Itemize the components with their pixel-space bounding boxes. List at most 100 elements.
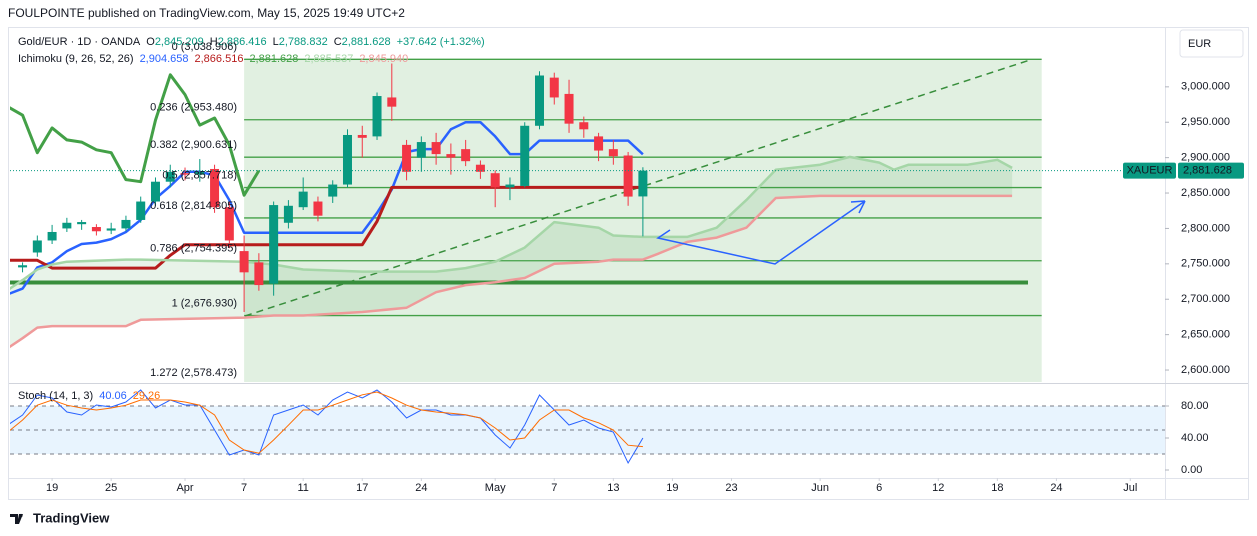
candle-body [106, 228, 116, 231]
candle-body [416, 142, 426, 158]
last-price-label: 2,881.628 [1183, 165, 1232, 177]
fib-level-label: 0.5 (2,857.718) [162, 169, 237, 181]
ichimoku-line [10, 73, 261, 197]
candle-body [32, 240, 42, 253]
x-tick-label: 18 [991, 482, 1003, 494]
projection-arrow [656, 200, 866, 265]
candle-body [638, 170, 648, 197]
x-tick-label: 17 [356, 482, 368, 494]
x-tick-label: 6 [876, 482, 882, 494]
fib-level-label: 1.272 (2,578.473) [150, 367, 237, 379]
x-tick-label: Apr [176, 482, 193, 494]
ichimoku-cloud [10, 156, 1013, 347]
symbol-tag: XAUEUR [1127, 165, 1173, 177]
x-tick-label: 11 [297, 482, 308, 494]
indicator-value: 40.06 [99, 390, 127, 402]
candle-body [446, 154, 456, 158]
candle-body [62, 222, 72, 229]
y-tick-label: 0.00 [1181, 464, 1202, 476]
candle-body [150, 181, 160, 202]
fib-level-label: 0.236 (2,953.480) [150, 102, 237, 114]
ohlc-value: 2,886.416 [218, 36, 267, 48]
candle-body [357, 134, 367, 138]
currency-label: EUR [1188, 38, 1211, 50]
ohlc-value: 2,845.209 [155, 36, 204, 48]
ichimoku-line [10, 120, 644, 295]
fib-level-label: 0 (3,038.906) [172, 41, 237, 53]
y-tick-label: 40.00 [1181, 432, 1209, 444]
candle-body [608, 149, 618, 157]
ohlc-key: H [210, 36, 218, 48]
candle-body [564, 93, 574, 124]
stoch-pane [10, 389, 1165, 465]
footer: TradingView [10, 510, 110, 525]
candle-body [475, 164, 485, 172]
candle-body [594, 136, 604, 151]
brand-logo [10, 514, 23, 524]
arrow-path [656, 200, 866, 265]
x-tick-label: May [485, 482, 506, 494]
candle-body [210, 168, 220, 208]
candle-body [136, 201, 146, 220]
candle-body [254, 262, 264, 286]
currency-button[interactable] [1179, 29, 1244, 58]
candle-body [180, 173, 190, 175]
x-tick-label: 19 [666, 482, 678, 494]
candle-body [77, 222, 87, 225]
candle-body [224, 207, 234, 241]
x-tick-label: Jun [811, 482, 829, 494]
fib-level-label: 0.786 (2,754.395) [150, 243, 237, 255]
last-price-box [1178, 162, 1244, 179]
candle-body [239, 251, 249, 273]
y-tick-label: 2,750.000 [1181, 258, 1230, 270]
ichimoku-legend: Ichimoku (9, 26, 52, 26) 2,904.658 2,866.5… [18, 53, 408, 65]
x-tick-label: 19 [46, 482, 58, 494]
x-tick-label: 24 [415, 482, 427, 494]
fib-level-label: 1 (2,676.930) [172, 297, 237, 309]
x-tick-label: 23 [725, 482, 737, 494]
ohlc-value: 2,788.832 [279, 36, 328, 48]
ohlc-key: L [273, 36, 279, 48]
x-tick-label: 12 [932, 482, 944, 494]
brand-name: TradingView [33, 510, 110, 525]
ohlc-value: 2,881.628 [342, 36, 391, 48]
x-tick-label: 7 [551, 482, 557, 494]
y-tick-label: 2,700.000 [1181, 293, 1230, 305]
ichimoku-line [10, 155, 1013, 291]
candle-body [387, 97, 397, 107]
indicator-value: 2,885.537 [304, 53, 353, 65]
chart-frame [8, 27, 1249, 500]
indicator-value: 29.26 [133, 390, 161, 402]
ohlc-key: O [146, 36, 155, 48]
candle-body [461, 149, 471, 162]
x-tick-label: 7 [241, 482, 247, 494]
candle-body [121, 219, 131, 229]
price-pane-front [10, 63, 1165, 349]
candle-body [534, 75, 544, 126]
candle-body [313, 201, 323, 216]
candle-body [269, 205, 279, 284]
brand-logo-dot [19, 513, 23, 518]
candle-body [91, 227, 101, 232]
legends: Gold/EUR · 1D · OANDA O2,845.209 H2,886.41… [18, 36, 485, 402]
candle-body [505, 184, 515, 188]
candle-body [328, 184, 338, 197]
ohlc-change: +37.642 (+1.32%) [397, 36, 485, 48]
symbol-tag-box [1123, 162, 1176, 179]
ohlc-key: C [334, 36, 342, 48]
candle-body [520, 125, 530, 186]
candle-body [18, 265, 28, 268]
candle-body [165, 171, 175, 182]
candle-body [342, 134, 352, 185]
y-tick-label: 2,900.000 [1181, 152, 1230, 164]
stoch-line [10, 391, 643, 454]
candle-body [623, 155, 633, 197]
legend-title: Gold/EUR · 1D · OANDA [18, 36, 141, 48]
y-tick-label: 3,000.000 [1181, 81, 1230, 93]
axes: 2,600.000 2,650.000 2,700.000 2,750.000 2,80… [46, 81, 1244, 494]
stoch-legend: Stoch (14, 1, 3) 40.06 29.26 [18, 390, 160, 402]
fib-level-label: 0.618 (2,814.805) [150, 200, 237, 212]
candle-body [549, 77, 559, 98]
